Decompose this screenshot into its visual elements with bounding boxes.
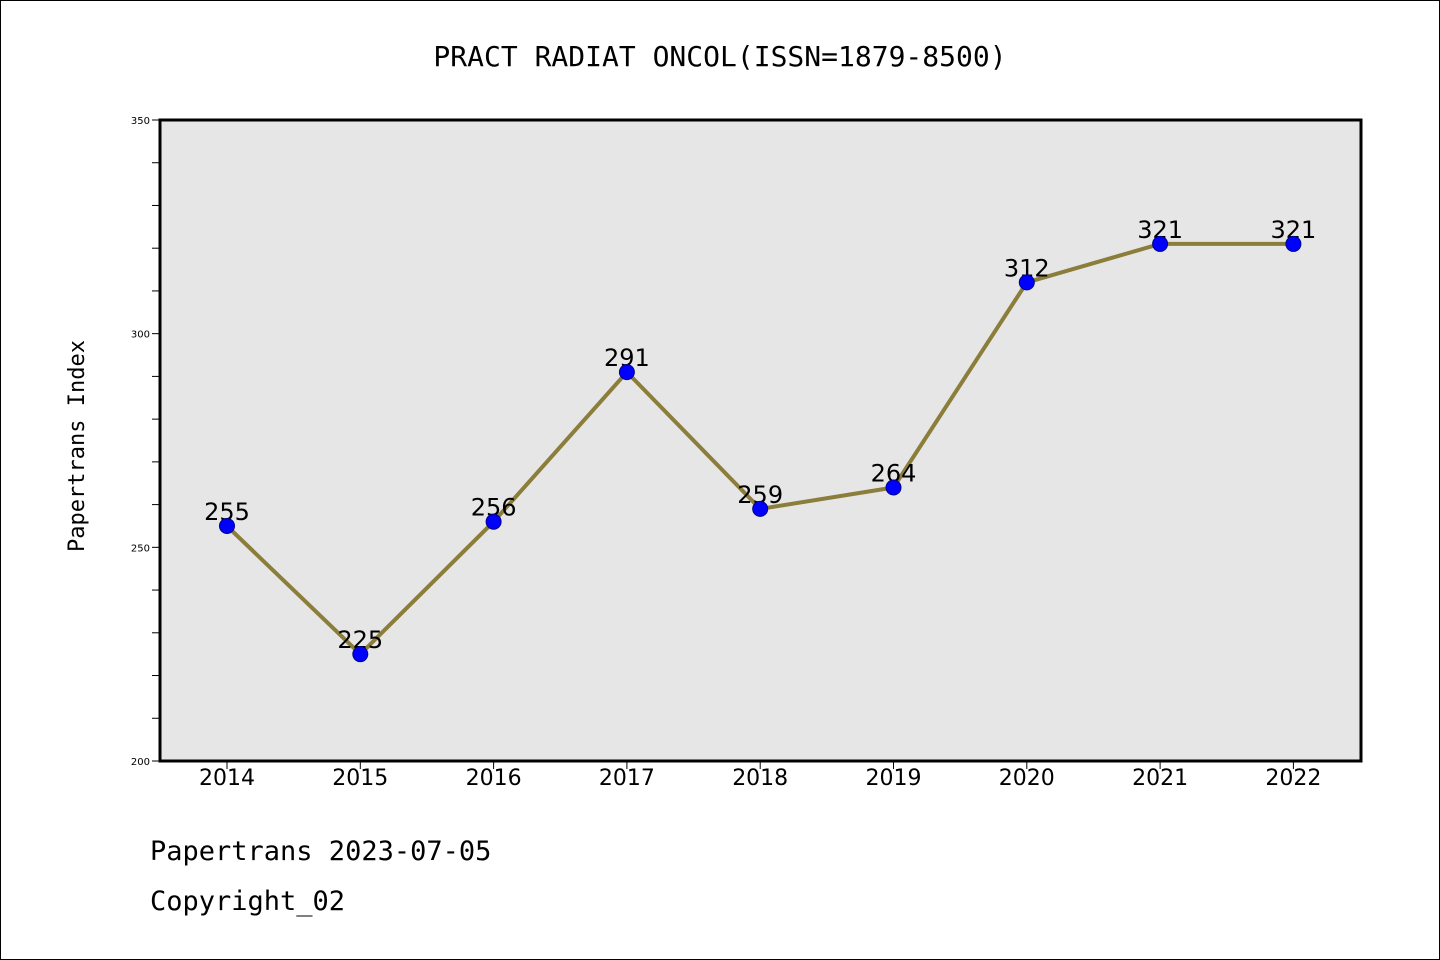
data-point: [352, 646, 369, 663]
x-tick-label: 2021: [1132, 766, 1188, 791]
x-tick-label: 2018: [732, 766, 788, 791]
y-tick-label: 250: [131, 543, 150, 554]
x-tick-label: 2019: [866, 766, 922, 791]
plot-area: 200 250 300 350 2014 2015 2016 2017 2018 2019 2020…: [131, 116, 1363, 791]
data-point: [618, 364, 635, 381]
footer-copyright-line: Copyright_02: [150, 886, 346, 917]
x-tick-label: 2015: [332, 766, 388, 791]
plot-border: [158, 118, 1363, 763]
y-axis-label: Papertrans Index: [65, 340, 90, 552]
data-point: [485, 513, 502, 530]
x-tick-label: 2017: [599, 766, 655, 791]
x-tick-label: 2022: [1265, 766, 1321, 791]
x-tick-label: 2020: [999, 766, 1055, 791]
data-point: [1152, 235, 1169, 252]
data-point: [885, 479, 902, 496]
data-point: [752, 500, 769, 517]
chart-title: PRACT RADIAT ONCOL(ISSN=1879-8500): [433, 40, 1006, 73]
footer-date-line: Papertrans 2023-07-05: [150, 836, 492, 867]
data-point: [1285, 235, 1302, 252]
y-tick-label: 300: [131, 330, 150, 341]
x-tick-label: 2014: [199, 766, 255, 791]
y-tick-label: 200: [131, 757, 150, 768]
data-point: [219, 517, 235, 534]
data-point: [1018, 274, 1035, 291]
y-tick-label: 350: [131, 116, 150, 127]
x-tick-label: 2016: [466, 766, 522, 791]
